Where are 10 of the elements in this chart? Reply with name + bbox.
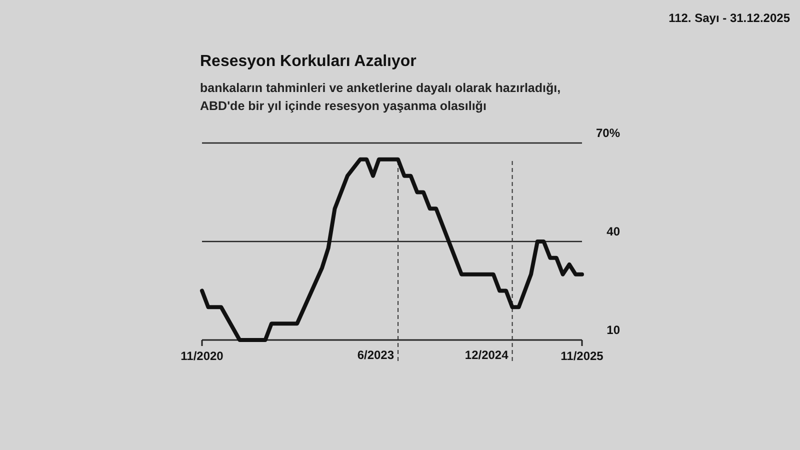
x-tick-label: 11/2020: [180, 349, 224, 363]
chart-title: Resesyon Korkuları Azalıyor: [200, 53, 416, 70]
y-tick-label: 10: [606, 323, 620, 337]
ref-line-label: 6/2023: [357, 348, 394, 362]
chart-subtitle: bankaların tahminleri ve anketlerine dayalı olarak hazırladığı, ABD'de bir yıl içinde resesyon yaşanma olasılığı: [200, 81, 561, 113]
ref-line-label: 12/2024: [464, 348, 509, 362]
x-tick-label: 11/2025: [560, 349, 604, 363]
y-tick-label: 40: [606, 224, 620, 238]
text: 112. Sayı - 31.12.2025: [668, 11, 790, 25]
y-tick-label: 70%: [596, 126, 620, 140]
